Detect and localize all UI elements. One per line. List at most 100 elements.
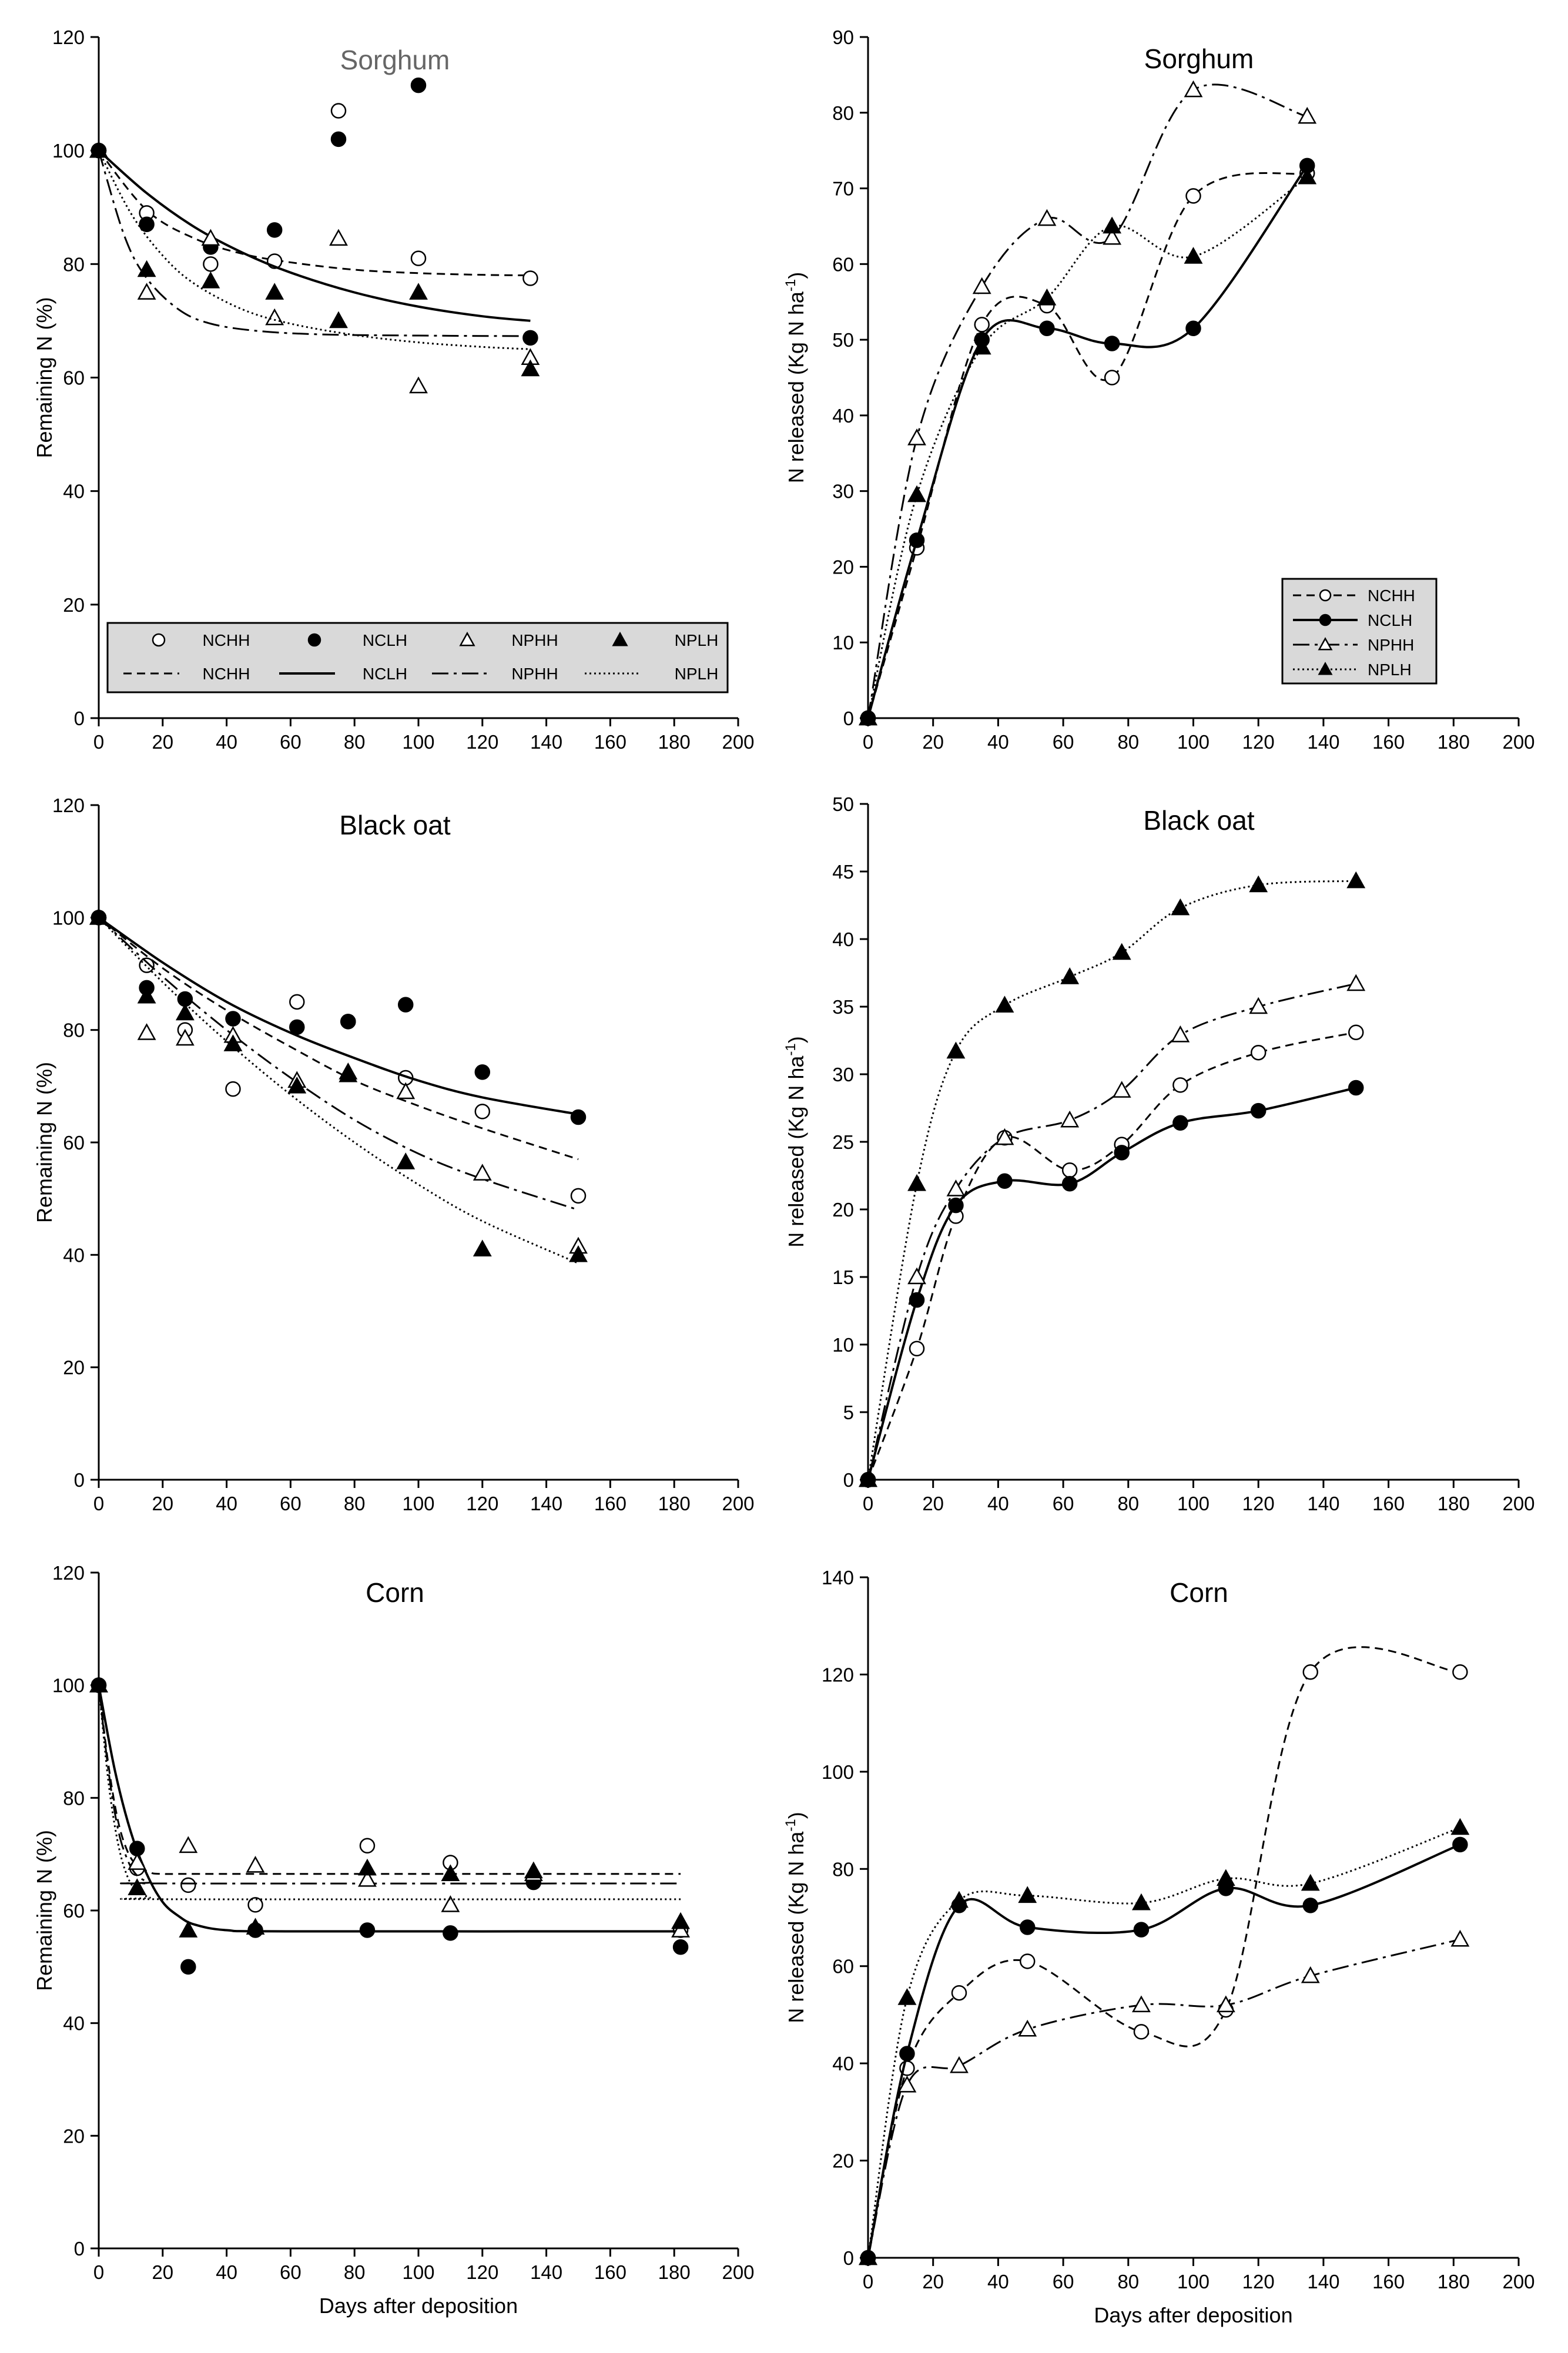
data-point (1018, 1886, 1037, 1903)
x-tick-label: 140 (1307, 2271, 1339, 2292)
x-tick-label: 100 (1177, 1493, 1209, 1514)
x-tick-label: 40 (987, 731, 1009, 753)
data-point (1104, 336, 1120, 351)
series-line-NPHH (98, 917, 579, 1211)
data-point (972, 337, 991, 355)
x-tick-label: 200 (722, 2261, 754, 2283)
data-point (266, 222, 283, 238)
series-NPLH (89, 907, 588, 1265)
data-point (1037, 288, 1057, 306)
x-tick-label: 0 (863, 731, 873, 753)
data-point (180, 1959, 196, 1975)
data-point (1250, 1102, 1267, 1119)
x-axis-label: Days after deposition (1094, 2303, 1292, 2327)
legend-label: NPHH (1368, 636, 1414, 654)
y-axis-label: N released (Kg N ha-1) (783, 1812, 808, 2023)
data-point (859, 708, 877, 726)
data-point (330, 131, 347, 148)
y-axis-label-main: N released (Kg N ha (784, 1055, 808, 1248)
x-tick-label: 200 (1502, 2271, 1535, 2292)
x-tick-label: 40 (216, 1493, 237, 1514)
x-tick-label: 140 (530, 1493, 562, 1514)
chart-sorghum-remaining: 0 20 40 60 80 100 120 140 160 180 200 0 20 40 60 80 100 1… (32, 26, 755, 753)
chart-corn-released: 0 20 40 60 80 100 120 140 160 180 200 0 20 40 60 80 100 1… (783, 1567, 1535, 2327)
x-tick-label: 100 (402, 1493, 434, 1514)
data-point (907, 1267, 926, 1285)
x-tick-label: 100 (1177, 731, 1209, 753)
series-NCLH (91, 1677, 689, 1975)
legend-label: NPHH (511, 665, 558, 683)
y-tick-label: 0 (74, 2238, 85, 2260)
series-NCLH (860, 1080, 1364, 1488)
data-point (974, 317, 990, 333)
x-tick-label: 60 (1053, 731, 1074, 753)
legend-marker (459, 631, 475, 646)
data-point (89, 907, 108, 925)
data-point (1061, 1176, 1078, 1192)
legend-marker (1318, 662, 1333, 675)
y-tick-label: 60 (832, 253, 854, 275)
x-tick-label: 140 (530, 2261, 562, 2283)
data-point (1171, 898, 1190, 916)
data-point (1249, 997, 1268, 1014)
legend-marker (1319, 589, 1332, 602)
x-tick-label: 180 (658, 731, 691, 753)
data-point (1185, 188, 1201, 204)
data-point (410, 77, 427, 93)
y-tick-label: 25 (832, 1131, 854, 1153)
data-point (1301, 1873, 1320, 1891)
data-point (1348, 1080, 1364, 1096)
data-point (859, 2248, 877, 2265)
x-tick-label: 20 (152, 1493, 173, 1514)
y-axis-label-main: N released (Kg N ha (784, 291, 808, 483)
x-tick-label: 120 (466, 2261, 498, 2283)
y-axis-label-close: ) (784, 1812, 808, 1819)
series-line-NPHH (867, 983, 1356, 1480)
data-point (137, 1023, 156, 1040)
data-point (396, 1152, 416, 1169)
legend-label: NPHH (511, 631, 558, 649)
x-tick-label: 80 (1117, 731, 1139, 753)
series-line-NCLH (98, 149, 531, 322)
data-point (1103, 227, 1122, 245)
chart-title: Black oat (339, 810, 450, 840)
chart-sorghum-released: 0 20 40 60 80 100 120 140 160 180 200 0 10 20 30 40 50 60… (783, 26, 1535, 753)
data-point (175, 1003, 195, 1021)
x-tick-label: 180 (1438, 1493, 1470, 1514)
x-tick-label: 120 (1242, 2271, 1275, 2292)
y-tick-label: 20 (63, 1357, 85, 1379)
legend: NCHH NCLH NPHH NPLH (1281, 578, 1438, 685)
data-point (289, 994, 305, 1010)
x-tick-label: 60 (1053, 1493, 1074, 1514)
x-tick-label: 100 (1177, 2271, 1209, 2292)
data-point (524, 1861, 543, 1879)
y-tick-label: 120 (52, 795, 85, 816)
chart-title: Corn (366, 1577, 424, 1608)
y-axis-label-close: ) (784, 1036, 808, 1043)
data-point (569, 1245, 588, 1262)
data-point (897, 1988, 917, 2005)
x-tick-label: 200 (722, 1493, 754, 1514)
data-point (474, 1064, 491, 1080)
data-point (950, 1891, 969, 1908)
data-point (441, 1895, 460, 1912)
series-NPLH (859, 167, 1317, 726)
data-point (128, 1853, 147, 1870)
y-tick-label: 10 (832, 1334, 854, 1356)
data-point (972, 277, 991, 294)
data-point (443, 1925, 458, 1941)
x-tick-label: 200 (722, 731, 754, 753)
chart-title: Corn (1170, 1577, 1228, 1608)
y-tick-label: 20 (832, 1199, 854, 1221)
data-point (139, 957, 155, 973)
data-point (359, 1922, 376, 1938)
y-tick-label: 60 (832, 1956, 854, 1977)
data-point (521, 359, 540, 377)
y-tick-label: 80 (63, 1020, 85, 1041)
x-tick-label: 20 (152, 731, 173, 753)
legend-label: NCHH (203, 665, 250, 683)
data-point (247, 1897, 263, 1913)
data-point (179, 1920, 198, 1938)
series-NPLH (859, 871, 1366, 1487)
data-point (1018, 2019, 1037, 2037)
